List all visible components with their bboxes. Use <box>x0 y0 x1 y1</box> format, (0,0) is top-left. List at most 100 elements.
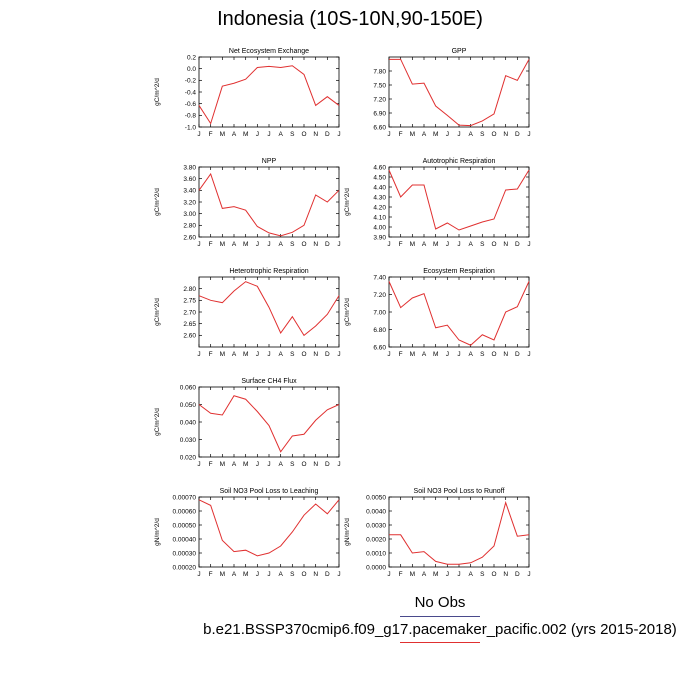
x-tick-label: M <box>410 351 415 358</box>
y-tick-label: 3.20 <box>183 199 196 206</box>
chart-title: Heterotrophic Respiration <box>229 268 308 275</box>
x-tick-label: S <box>290 351 295 358</box>
y-axis-label: gN/m^2/d <box>344 518 351 546</box>
chart-panel-9: Soil NO3 Pool Loss to Runoff 0.0000 0.0010… <box>344 488 531 578</box>
x-tick-label: J <box>256 571 259 578</box>
series-line <box>198 499 340 557</box>
y-tick-label: 3.60 <box>183 176 196 183</box>
x-tick-label: J <box>337 461 340 468</box>
y-tick-label: 6.60 <box>373 344 386 351</box>
x-tick-label: N <box>503 131 508 138</box>
x-tick-label: M <box>220 461 225 468</box>
y-tick-label: 0.00070 <box>173 494 197 501</box>
series-line <box>198 65 340 125</box>
x-tick-label: N <box>503 351 508 358</box>
x-tick-label: J <box>197 461 200 468</box>
x-tick-label: F <box>209 461 213 468</box>
chart-title: Ecosystem Respiration <box>423 268 495 275</box>
y-tick-label: 3.80 <box>183 164 196 171</box>
legend-case-line <box>400 642 480 643</box>
x-tick-label: S <box>480 131 485 138</box>
y-axis-label: gC/m^2/d <box>344 298 351 326</box>
x-tick-label: S <box>480 571 485 578</box>
series-line <box>198 395 340 453</box>
x-tick-label: F <box>399 131 403 138</box>
x-tick-label: A <box>232 351 237 358</box>
y-tick-label: 3.00 <box>183 211 196 218</box>
y-axis-label: gC/m^2/d <box>154 298 161 326</box>
chart-title: Soil NO3 Pool Loss to Runoff <box>414 488 505 495</box>
x-tick-label: A <box>468 351 473 358</box>
x-tick-label: F <box>399 351 403 358</box>
x-tick-label: N <box>503 571 508 578</box>
y-tick-label: 4.00 <box>373 224 386 231</box>
x-tick-label: J <box>337 571 340 578</box>
x-tick-label: A <box>278 131 283 138</box>
legend-obs-label: No Obs <box>414 594 466 611</box>
x-tick-label: A <box>422 351 427 358</box>
x-tick-label: J <box>197 351 200 358</box>
x-tick-label: J <box>267 351 270 358</box>
x-tick-label: J <box>256 241 259 248</box>
x-tick-label: F <box>399 571 403 578</box>
series-line <box>388 169 530 231</box>
y-tick-label: 0.00040 <box>173 536 197 543</box>
x-tick-label: J <box>446 351 449 358</box>
x-tick-label: D <box>515 131 520 138</box>
y-tick-label: 3.40 <box>183 188 196 195</box>
x-tick-label: S <box>290 131 295 138</box>
y-tick-label: 0.00050 <box>173 522 197 529</box>
y-tick-label: 6.90 <box>373 110 386 117</box>
x-tick-label: J <box>527 571 530 578</box>
y-tick-label: 0.2 <box>187 54 196 61</box>
x-tick-label: M <box>433 571 438 578</box>
legend-obs-line <box>400 616 480 617</box>
x-tick-label: J <box>197 241 200 248</box>
x-tick-label: S <box>290 461 295 468</box>
x-tick-label: M <box>243 131 248 138</box>
x-tick-label: D <box>325 131 330 138</box>
y-tick-label: 0.00020 <box>173 564 197 571</box>
y-tick-label: 3.90 <box>373 234 386 241</box>
y-tick-label: 2.60 <box>183 234 196 241</box>
y-tick-label: 4.10 <box>373 214 386 221</box>
x-tick-label: M <box>410 241 415 248</box>
x-tick-label: M <box>220 131 225 138</box>
x-tick-label: F <box>399 241 403 248</box>
y-tick-label: 7.50 <box>373 82 386 89</box>
y-tick-label: 0.00060 <box>173 508 197 515</box>
x-tick-label: J <box>446 241 449 248</box>
x-tick-label: J <box>387 241 390 248</box>
x-tick-label: J <box>256 131 259 138</box>
y-axis-label: gN/m^2/d <box>154 518 161 546</box>
x-tick-label: J <box>457 351 460 358</box>
x-tick-label: D <box>325 571 330 578</box>
x-tick-label: A <box>278 571 283 578</box>
x-tick-label: J <box>256 461 259 468</box>
x-tick-label: D <box>515 241 520 248</box>
x-tick-label: J <box>387 571 390 578</box>
y-tick-label: -0.4 <box>185 89 197 96</box>
x-tick-label: A <box>468 571 473 578</box>
x-tick-label: J <box>267 571 270 578</box>
y-tick-label: 7.00 <box>373 309 386 316</box>
page-title: Indonesia (10S-10N,90-150E) <box>217 8 483 30</box>
plot-frame <box>198 386 340 458</box>
y-tick-label: 0.0050 <box>366 494 386 501</box>
x-tick-label: J <box>337 351 340 358</box>
x-tick-label: M <box>410 571 415 578</box>
x-tick-label: J <box>446 131 449 138</box>
x-tick-label: J <box>446 571 449 578</box>
x-tick-label: N <box>313 461 318 468</box>
x-tick-label: A <box>232 241 237 248</box>
chart-panel-4: Autotrophic Respiration 3.90 4.00 4.10 4.20 4… <box>344 158 531 248</box>
x-tick-label: M <box>220 351 225 358</box>
x-tick-label: A <box>422 241 427 248</box>
x-tick-label: O <box>301 571 306 578</box>
chart-panel-7: Surface CH4 Flux 0.020 0.030 0.040 0.050 0.06… <box>154 378 341 468</box>
x-tick-label: J <box>256 351 259 358</box>
y-tick-label: 4.20 <box>373 204 386 211</box>
x-tick-label: J <box>387 131 390 138</box>
